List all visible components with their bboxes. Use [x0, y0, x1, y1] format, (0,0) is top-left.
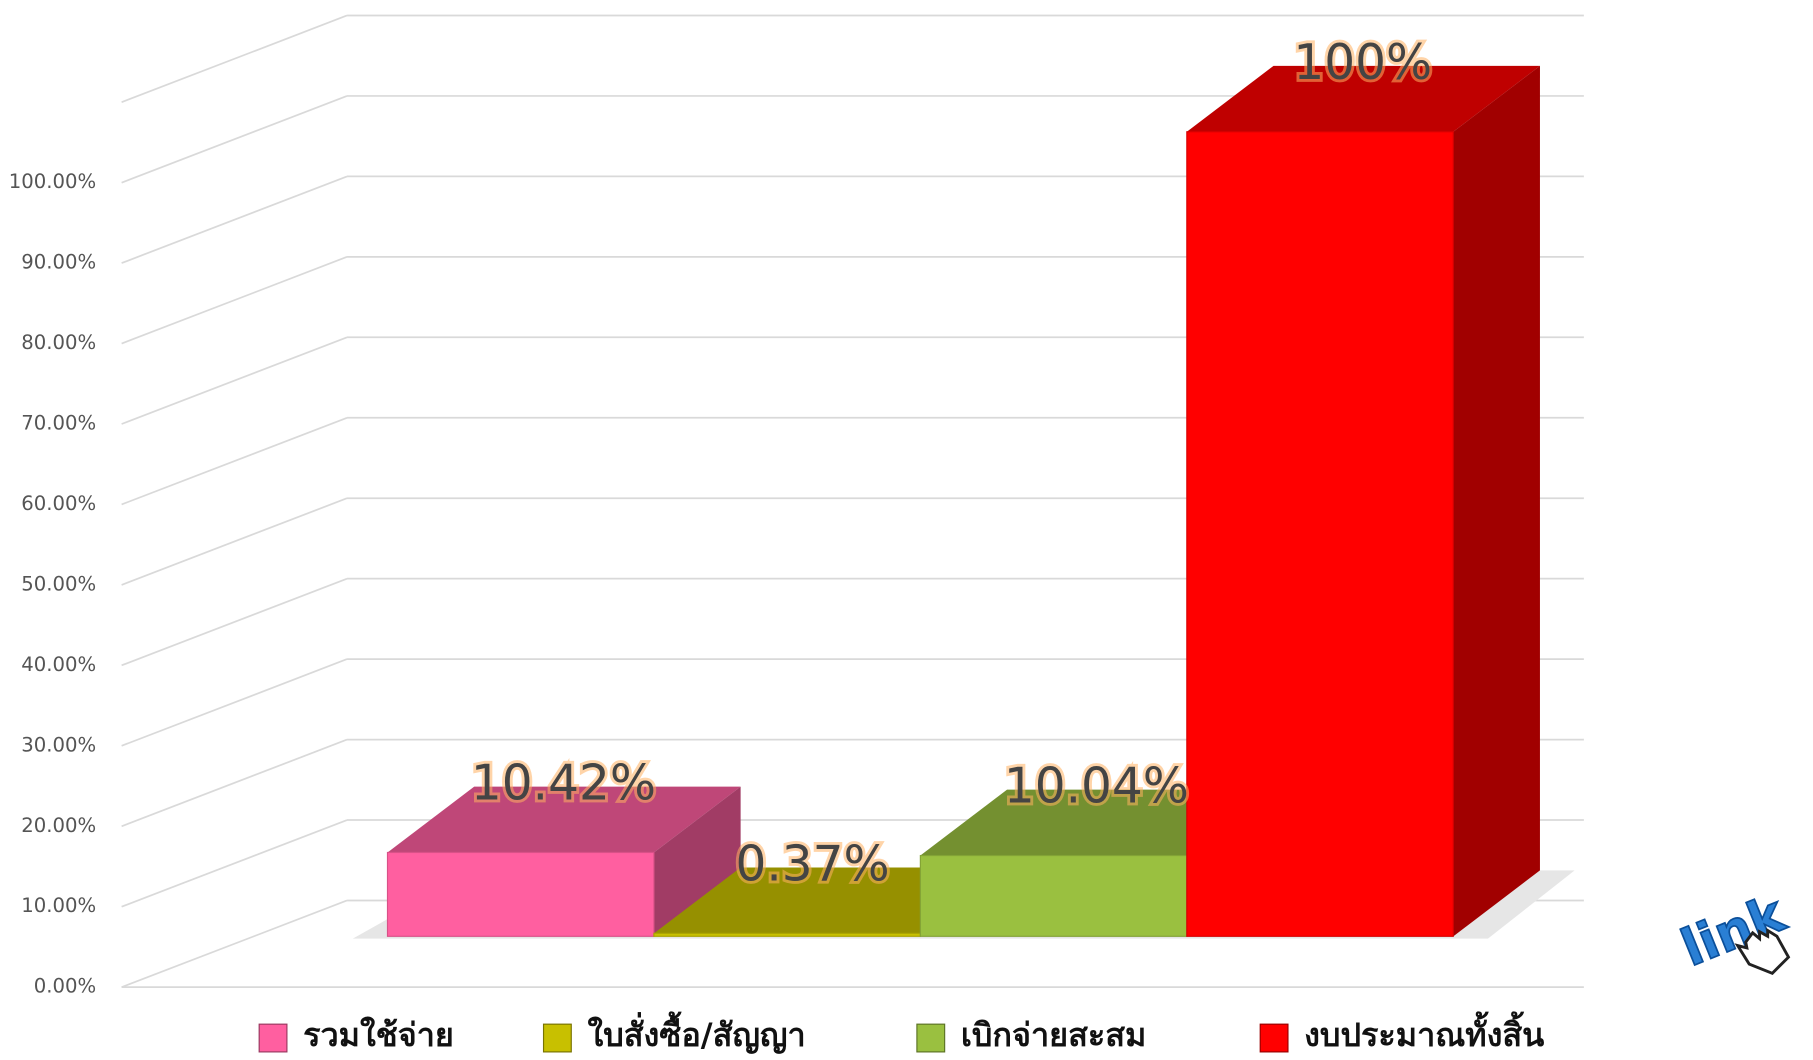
grid-line [121, 577, 348, 667]
grid-line [121, 738, 348, 828]
y-tick-label: 30.00% [21, 733, 96, 756]
bar [653, 932, 921, 937]
bar [1186, 131, 1454, 937]
legend-swatch [916, 1023, 946, 1053]
link-button[interactable]: link [1664, 882, 1810, 1008]
grid-line [121, 416, 348, 506]
legend-label: งบประมาณทั้งสิ้น [1304, 1011, 1544, 1054]
legend-label: เบิกจ่ายสะสม [961, 1016, 1147, 1054]
cursor-hand[interactable] [1734, 927, 1791, 975]
legend-swatch [258, 1023, 288, 1053]
y-tick-label: 40.00% [21, 653, 96, 676]
value-label: 100% [1293, 35, 1432, 91]
grid-line [121, 497, 348, 586]
bar [919, 854, 1188, 937]
grid-line [121, 175, 348, 264]
y-tick-label: 70.00% [21, 411, 96, 434]
legend-swatch [542, 1023, 572, 1053]
bar-top [1186, 65, 1540, 132]
y-tick-label: 0.00% [34, 975, 96, 998]
y-tick-label: 20.00% [21, 814, 96, 837]
grid-line [121, 658, 348, 747]
bar-top [920, 789, 1274, 856]
grid-line [121, 336, 348, 425]
value-label: 10.04% [1004, 759, 1189, 815]
y-tick-label: 50.00% [21, 572, 96, 595]
bar-side [653, 786, 741, 937]
grid-line [121, 95, 348, 184]
grid-line [121, 256, 348, 345]
y-tick-label: 100.00% [9, 170, 96, 193]
y-tick-label: 60.00% [21, 492, 96, 515]
legend-swatch [1259, 1023, 1289, 1053]
legend-label: ใบสั่งซื้อ/สัญญา [587, 1011, 805, 1054]
grid-line [121, 819, 348, 908]
y-tick-label: 90.00% [21, 251, 96, 274]
bar-top [387, 786, 741, 853]
grid-line [121, 899, 348, 988]
y-tick-label: 80.00% [21, 331, 96, 354]
bar-top [653, 867, 1008, 934]
grid-line [121, 14, 348, 103]
bar-side [1453, 65, 1540, 937]
bar [386, 851, 655, 937]
legend-label: รวมใช้จ่าย [303, 1016, 454, 1054]
y-tick-label: 10.00% [21, 894, 96, 917]
value-label: 10.42% [471, 756, 656, 812]
value-label: 0.37% [735, 836, 889, 892]
